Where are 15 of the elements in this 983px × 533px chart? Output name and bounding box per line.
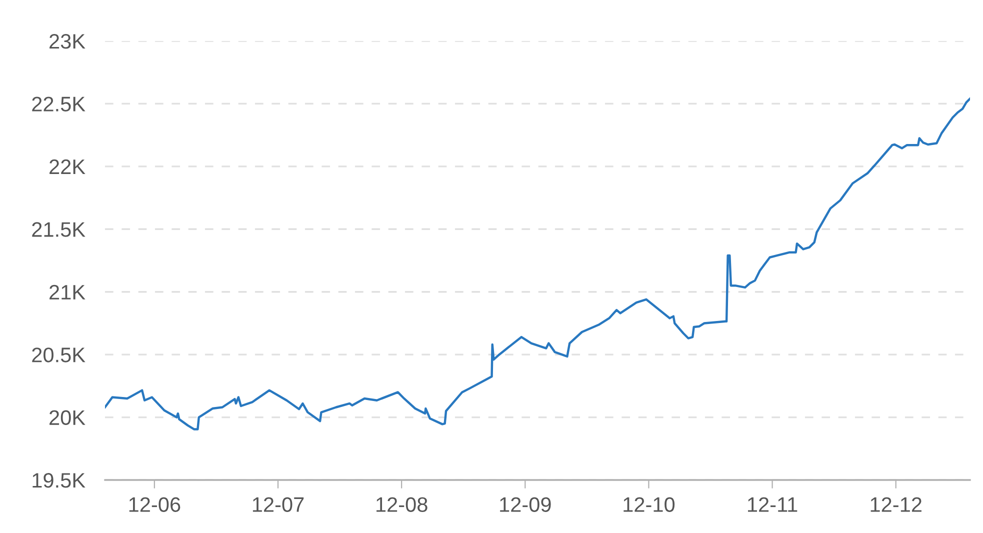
y-tick-label: 22K xyxy=(50,159,86,174)
x-tick-label: 12-11 xyxy=(748,497,798,512)
y-tick-label: 20.5K xyxy=(32,348,86,362)
x-tick-label: 12-10 xyxy=(624,497,675,512)
x-tick-label: 12-06 xyxy=(129,497,180,512)
x-tick-label: 12-12 xyxy=(870,497,922,512)
y-tick-label: 23K xyxy=(50,34,86,49)
y-tick-label: 21.5K xyxy=(32,222,86,237)
y-tick-label: 20K xyxy=(50,410,86,426)
y-tick-label: 22.5K xyxy=(32,96,86,112)
y-tick-label: 21K xyxy=(50,284,86,300)
x-tick-label: 12-09 xyxy=(500,497,551,512)
x-tick-label: 12-07 xyxy=(252,497,304,512)
y-tick-label: 19.5K xyxy=(32,473,86,488)
x-tick-label: 12-08 xyxy=(376,497,428,512)
